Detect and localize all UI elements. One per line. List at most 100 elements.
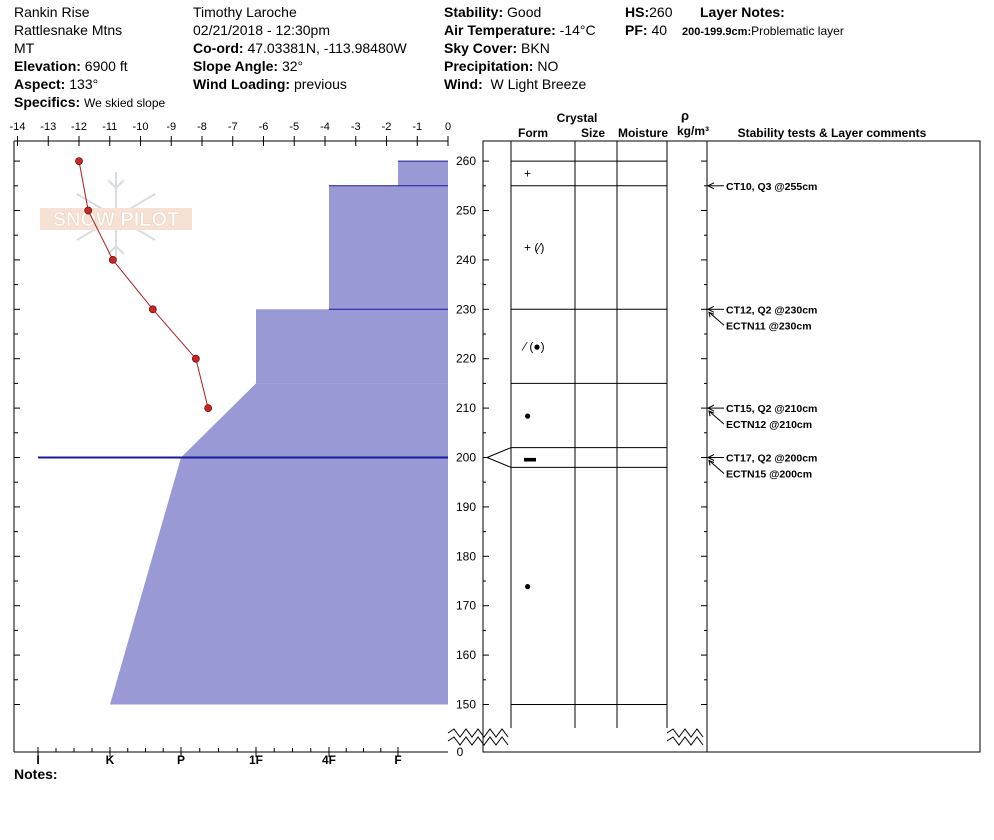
state: MT [14,40,35,56]
logo-band [40,208,192,230]
temp-tick-label: 0 [445,121,451,133]
size-header: Size [581,126,605,140]
coord-label: Co-ord: [193,40,244,56]
coordinates: Co-ord: 47.03381N, -113.98480W [193,39,407,57]
temp-tick-label: -1 [412,121,422,133]
temperature-point [204,404,213,413]
hardness-profile [38,160,448,705]
temp-tick-label: -12 [71,121,87,133]
temp-tick-label: -13 [40,121,56,133]
pf-label: PF: [625,22,648,38]
height-tick-label: 230 [456,302,476,316]
height-tick-label: 240 [456,253,476,267]
height-tick-label: 180 [456,549,476,563]
hardness-layer [329,185,448,310]
axis-break [447,728,509,738]
slope-label: Slope Angle: [193,58,279,74]
arrow-head-icon [708,459,715,466]
density-symbol: ρ [681,108,689,123]
stability-arrow-line [708,410,725,425]
air-temperature: Air Temperature: -14°C [444,21,596,39]
hardness-layer [181,383,448,458]
stability-test-label: CT12, Q2 @230cm [726,304,817,316]
wind-loading-label: Wind Loading: [193,76,291,92]
height-tick-label: 150 [456,698,476,712]
table-frame [482,140,981,753]
height-tick-label: 220 [456,352,476,366]
crystal-form-symbol: ⁄ (●) [521,339,545,353]
height-tick-label: 250 [456,204,476,218]
aspect-value: 133° [69,76,99,92]
temp-tick-label: -5 [289,121,299,133]
temperature-point [148,305,157,314]
arrow-head-icon [706,454,715,461]
temp-tick-label: -14 [10,121,26,133]
stability-arrow-line [708,460,725,474]
height-break-label: 0 [457,745,464,759]
form-header: Form [518,126,548,140]
snowpilot-logo: SNOW PILOT [40,172,192,262]
stability-test-label: ECTN15 @200cm [726,469,812,481]
snow-height: HS:260 [625,3,672,21]
observation-datetime: 02/21/2018 - 12:30pm [193,22,330,38]
layer-notes-label: Layer Notes: [700,4,785,20]
crystal-form-symbol: ● [524,579,531,593]
crystal-form-symbol: + [524,166,531,180]
height-tick-label: 260 [456,154,476,168]
temperature-line [78,161,209,409]
density-unit: kg/m³ [677,124,709,138]
aspect: Aspect: 133° [14,75,98,93]
logo-text: SNOW PILOT [53,209,180,231]
temp-tick-label: -10 [133,121,149,133]
arrow-head-icon [706,404,715,412]
axis-break [447,736,509,746]
slope-angle: Slope Angle: 32° [193,57,303,75]
specifics-value: We skied slope [84,96,166,110]
temp-tick-label: -4 [320,121,330,133]
height-tick-label: 170 [456,599,476,613]
wind-label: Wind: [444,76,483,92]
moisture-header: Moisture [618,126,668,140]
precip-value: NO [537,58,559,74]
wind-value: W Light Breeze [490,76,587,92]
hardness-layer [110,457,448,705]
axis-break [666,728,704,738]
stability-value: Good [507,4,542,20]
specifics-label: Specifics: [14,94,81,110]
specifics: Specifics: We skied slope [14,93,165,112]
sky-value: BKN [521,40,550,56]
layer-table: 150 160 170 180 190 200 210 220 230 240 250 260 0 + + … [447,140,981,759]
hardness-tick-label: F [394,753,401,767]
observer-name: Timothy Laroche [193,4,297,20]
layer-note: 200-199.9cm:Problematic layer [682,21,844,41]
coord-value: 47.03381N, -113.98480W [247,40,407,56]
hardness-layer [398,161,448,186]
stability-test-label: ECTN11 @230cm [726,320,812,332]
penetration-foot: PF: 40 [625,21,667,39]
temperature-profile [75,157,213,413]
stability: Stability: Good [444,3,541,21]
sky-label: Sky Cover: [444,40,518,56]
hs-value: 260 [649,4,673,20]
slope-value: 32° [281,58,304,74]
temp-tick-label: -6 [259,121,269,133]
arrow-head-icon [706,305,715,313]
arrow-head-icon [706,182,715,190]
height-tick-label: 160 [456,648,476,662]
hardness-tick-label: 4F [322,753,336,767]
elevation-label: Elevation: [14,58,81,74]
temp-tick-label: -3 [351,121,361,133]
notes-label: Notes: [14,766,58,782]
mountain-range: Rattlesnake Mtns [14,22,123,38]
wind-loading-value: previous [293,76,347,92]
hardness-layer [256,309,448,384]
temperature-point [108,255,117,264]
stability-test-label: CT17, Q2 @200cm [726,453,817,465]
air-temp-label: Air Temperature: [444,22,556,38]
stability-test-label: CT10, Q3 @255cm [726,181,817,193]
temp-tick-label: -9 [166,121,176,133]
layer-note-text: Problematic layer [751,24,844,38]
hardness-tick-label: 1F [249,753,263,767]
temp-tick-label: -2 [382,121,392,133]
